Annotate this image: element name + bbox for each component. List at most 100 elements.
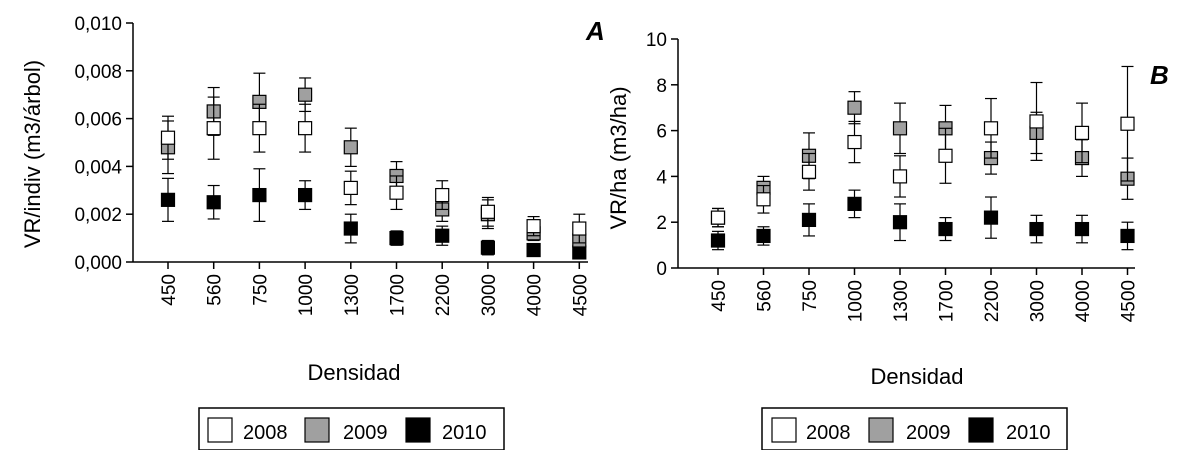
legend-label-2009-a: 2009 [343, 422, 388, 444]
y-tick-label-b: 4 [656, 167, 667, 188]
x-tick-label-a: 750 [250, 274, 271, 306]
x-tick-label-b: 1000 [846, 280, 867, 322]
legend-label-2010-b: 2010 [1006, 422, 1051, 444]
chart-panel-a: 0,000 0,002 0,004 0,006 0,008 0,010 450 560 750 1… [20, 14, 605, 450]
data-point-2008-b [1120, 116, 1135, 131]
data-point-2008-b [801, 164, 817, 179]
legend-b: 2008 2009 2010 [761, 407, 1068, 450]
panel-label-b: B [1150, 60, 1169, 90]
y-tick-label-a: 0,000 [74, 253, 122, 274]
legend-swatch-2009-a [304, 417, 330, 443]
legend-swatch-2010-b [968, 417, 994, 443]
data-point-2010-b [892, 215, 908, 230]
y-tick-label-b: 10 [646, 30, 667, 51]
plot-area-a: 0,000 0,002 0,004 0,006 0,008 0,010 450 560 750 1… [74, 14, 591, 316]
data-point-2010-b [710, 233, 726, 248]
legend-swatch-2010-a [405, 417, 431, 443]
y-tick-label-b: 8 [656, 76, 667, 97]
data-point-2008-b [710, 210, 726, 225]
data-point-2008-a [435, 187, 450, 203]
data-point-2009-b [847, 100, 862, 115]
data-point-2010-b [756, 228, 771, 244]
data-point-2008-b [756, 192, 771, 207]
legend-label-2008-a: 2008 [243, 422, 288, 444]
data-point-2009-a [343, 140, 358, 155]
x-tick-label-b: 3000 [1028, 280, 1049, 322]
data-point-2008-a [526, 219, 541, 234]
data-point-2009-b [892, 121, 908, 136]
legend-label-2010-a: 2010 [442, 422, 487, 444]
data-point-2010-b [1120, 228, 1135, 244]
y-tick-label-a: 0,004 [74, 157, 122, 178]
x-tick-label-b: 750 [800, 280, 821, 312]
data-point-2010-a [343, 221, 358, 236]
x-tick-label-b: 560 [755, 280, 776, 312]
x-tick-label-b: 450 [709, 280, 730, 312]
x-tick-label-b: 1300 [891, 280, 912, 322]
data-point-2010-a [160, 192, 176, 207]
data-point-2008-b [938, 148, 953, 163]
data-point-2010-a [252, 187, 267, 203]
data-point-2010-b [1074, 221, 1090, 237]
data-point-2010-b [1029, 221, 1044, 237]
data-point-2010-b [847, 196, 862, 211]
data-point-2010-b [983, 210, 999, 225]
data-point-2008-a [298, 121, 313, 136]
data-point-2010-b [938, 221, 953, 237]
x-axis-label-b: Densidad [871, 364, 964, 389]
x-tick-label-a: 1300 [342, 274, 363, 316]
y-tick-label-b: 6 [656, 122, 667, 143]
legend-swatch-2008-a [207, 417, 233, 443]
data-point-2010-a [435, 228, 450, 243]
legend-swatch-2008-b [771, 417, 797, 443]
y-axis-label-a: VR/indiv (m3/árbol) [20, 60, 45, 248]
plot-area-b: 0 2 4 6 8 10 450 560 750 1000 1300 1700 2200 3000 4000… [646, 30, 1140, 322]
x-tick-label-a: 560 [205, 274, 226, 306]
x-tick-label-a: 1000 [296, 274, 317, 316]
data-point-2008-b [892, 169, 908, 184]
data-point-2010-a [206, 195, 221, 210]
y-tick-label-b: 2 [656, 213, 667, 234]
y-tick-label-a: 0,010 [74, 14, 122, 35]
data-point-2008-a [389, 185, 404, 200]
legend-swatch-2009-b [868, 417, 894, 443]
x-tick-label-a: 450 [159, 274, 180, 306]
x-tick-label-a: 3000 [479, 274, 500, 316]
data-point-2008-b [1029, 114, 1044, 129]
y-tick-label-a: 0,006 [74, 110, 122, 131]
data-point-2008-b [1074, 125, 1090, 140]
data-point-2008-a [252, 121, 267, 136]
x-tick-label-a: 2200 [433, 274, 454, 316]
data-point-2008-b [983, 121, 999, 136]
chart-panel-b: 0 2 4 6 8 10 450 560 750 1000 1300 1700 2200 3000 4000… [606, 30, 1169, 450]
data-point-2008-a [160, 130, 176, 145]
data-point-2010-a [480, 240, 495, 255]
data-point-2009-a [298, 87, 313, 102]
data-point-2008-b [847, 134, 862, 150]
y-tick-label-a: 0,002 [74, 205, 122, 226]
legend-a: 2008 2009 2010 [198, 407, 505, 450]
x-tick-label-a: 1700 [388, 274, 409, 316]
x-tick-label-a: 4500 [570, 274, 591, 316]
x-tick-label-b: 4000 [1073, 280, 1094, 322]
data-point-2010-a [298, 187, 313, 203]
y-axis-label-b: VR/ha (m3/ha) [606, 86, 631, 229]
panel-label-a: A [585, 16, 605, 46]
x-tick-label-b: 2200 [982, 280, 1003, 322]
legend-box-a [198, 407, 505, 450]
legend-box-b [761, 407, 1068, 450]
data-point-2010-b [801, 212, 817, 228]
legend-label-2009-b: 2009 [906, 422, 951, 444]
data-point-2010-a [526, 242, 541, 258]
y-tick-label-b: 0 [656, 259, 667, 280]
x-tick-label-b: 1700 [937, 280, 958, 322]
y-tick-label-a: 0,008 [74, 62, 122, 83]
x-tick-label-b: 4500 [1119, 280, 1140, 322]
data-point-2008-a [572, 221, 587, 236]
data-point-2008-a [480, 204, 495, 219]
data-point-2008-a [206, 121, 221, 136]
data-point-2008-a [343, 180, 358, 196]
x-tick-label-a: 4000 [525, 274, 546, 316]
legend-label-2008-b: 2008 [806, 422, 851, 444]
